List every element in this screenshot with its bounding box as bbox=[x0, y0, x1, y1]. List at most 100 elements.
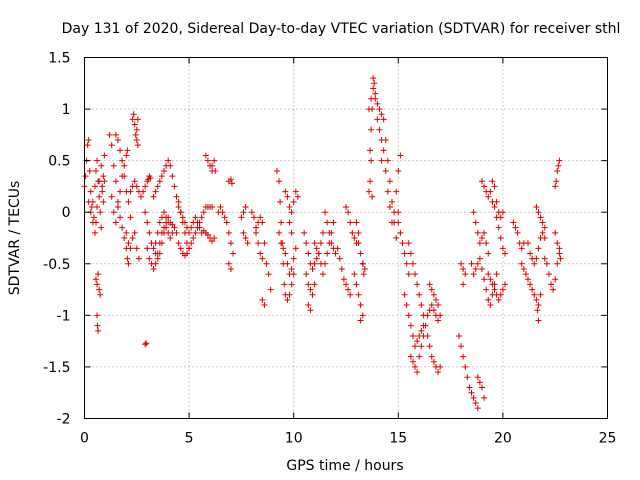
data-point-marker bbox=[514, 229, 521, 236]
data-point-marker bbox=[366, 188, 373, 195]
data-point-marker bbox=[407, 322, 414, 329]
data-point-marker bbox=[267, 286, 274, 293]
series-arc-49 bbox=[474, 374, 488, 401]
data-point-marker bbox=[101, 178, 108, 185]
data-point-marker bbox=[163, 214, 170, 221]
data-point-marker bbox=[499, 286, 506, 293]
series-arc-32 bbox=[334, 245, 354, 298]
data-point-marker bbox=[259, 296, 266, 303]
data-point-marker bbox=[167, 235, 174, 241]
data-point-marker bbox=[305, 250, 312, 257]
data-point-marker bbox=[426, 281, 433, 288]
data-point-marker bbox=[119, 157, 126, 164]
data-point-marker bbox=[143, 340, 150, 347]
data-point-marker bbox=[332, 250, 339, 257]
data-point-marker bbox=[276, 178, 283, 185]
data-point-marker bbox=[261, 240, 268, 247]
data-point-marker bbox=[322, 209, 329, 216]
data-point-marker bbox=[464, 374, 471, 381]
data-point-marker bbox=[196, 224, 203, 231]
x-tick-label: 10 bbox=[285, 431, 303, 447]
data-point-marker bbox=[552, 276, 559, 283]
data-point-marker bbox=[130, 111, 137, 118]
series-arc-53 bbox=[485, 271, 508, 303]
data-point-marker bbox=[539, 229, 546, 236]
series-arc-22 bbox=[238, 204, 251, 247]
data-point-marker bbox=[123, 229, 130, 236]
data-point-marker bbox=[133, 137, 140, 144]
data-point-marker bbox=[405, 312, 412, 319]
data-point-marker bbox=[169, 221, 176, 228]
data-point-marker bbox=[376, 106, 383, 113]
data-point-marker bbox=[340, 276, 347, 283]
data-point-marker bbox=[414, 338, 421, 345]
data-point-marker bbox=[485, 193, 492, 200]
data-point-marker bbox=[146, 229, 153, 236]
data-point-marker bbox=[95, 327, 102, 334]
plot-frame bbox=[84, 57, 608, 419]
data-point-marker bbox=[497, 235, 504, 241]
data-point-marker bbox=[186, 245, 193, 252]
data-point-marker bbox=[478, 178, 485, 185]
data-point-marker bbox=[277, 198, 284, 205]
data-point-marker bbox=[555, 162, 562, 169]
data-point-marker bbox=[476, 240, 483, 247]
data-point-marker bbox=[527, 281, 534, 288]
data-point-marker bbox=[347, 291, 354, 298]
data-point-marker bbox=[127, 214, 134, 221]
data-point-marker bbox=[478, 384, 485, 391]
data-point-marker bbox=[412, 343, 419, 350]
data-point-marker bbox=[315, 250, 322, 257]
data-point-marker bbox=[355, 291, 362, 298]
data-point-marker bbox=[324, 219, 331, 226]
data-point-marker bbox=[481, 276, 488, 283]
data-point-marker bbox=[117, 188, 124, 195]
data-point-marker bbox=[554, 260, 561, 267]
data-point-marker bbox=[487, 188, 494, 195]
data-point-marker bbox=[491, 204, 498, 211]
data-point-marker bbox=[292, 245, 299, 252]
data-point-marker bbox=[94, 312, 101, 319]
series-arc-38 bbox=[366, 157, 376, 200]
data-point-marker bbox=[399, 240, 406, 247]
data-point-marker bbox=[132, 131, 139, 138]
data-point-marker bbox=[188, 240, 195, 247]
data-point-marker bbox=[330, 219, 337, 226]
data-point-marker bbox=[470, 271, 477, 278]
data-point-marker bbox=[177, 209, 184, 216]
data-point-marker bbox=[476, 379, 483, 386]
data-point-marker bbox=[491, 183, 498, 190]
data-point-marker bbox=[286, 291, 293, 298]
series-arc-05 bbox=[106, 131, 131, 262]
data-point-marker bbox=[343, 204, 349, 211]
data-point-marker bbox=[194, 219, 201, 226]
data-point-marker bbox=[238, 214, 245, 221]
data-point-marker bbox=[435, 369, 442, 376]
data-point-marker bbox=[114, 198, 121, 205]
data-point-marker bbox=[150, 265, 157, 272]
data-point-marker bbox=[414, 281, 421, 288]
data-point-marker bbox=[263, 260, 270, 267]
series-arc-23 bbox=[253, 214, 274, 309]
data-point-marker bbox=[154, 250, 161, 257]
data-point-marker bbox=[242, 235, 249, 241]
data-point-marker bbox=[489, 178, 496, 185]
data-point-marker bbox=[556, 245, 563, 252]
data-point-marker bbox=[531, 260, 538, 267]
data-point-marker bbox=[219, 209, 226, 216]
data-point-marker bbox=[537, 291, 544, 298]
data-point-marker bbox=[462, 363, 469, 370]
data-point-marker bbox=[485, 271, 492, 278]
data-point-marker bbox=[150, 245, 157, 252]
data-point-marker bbox=[171, 224, 178, 231]
series-arc-41 bbox=[401, 291, 427, 350]
data-point-marker bbox=[265, 271, 272, 278]
data-point-marker bbox=[286, 204, 293, 211]
data-point-marker bbox=[192, 214, 199, 221]
data-point-marker bbox=[416, 291, 423, 298]
data-point-marker bbox=[535, 209, 542, 216]
data-point-marker bbox=[305, 302, 312, 309]
data-point-marker bbox=[125, 198, 132, 205]
data-point-marker bbox=[95, 271, 102, 278]
series-arc-15 bbox=[142, 340, 150, 348]
